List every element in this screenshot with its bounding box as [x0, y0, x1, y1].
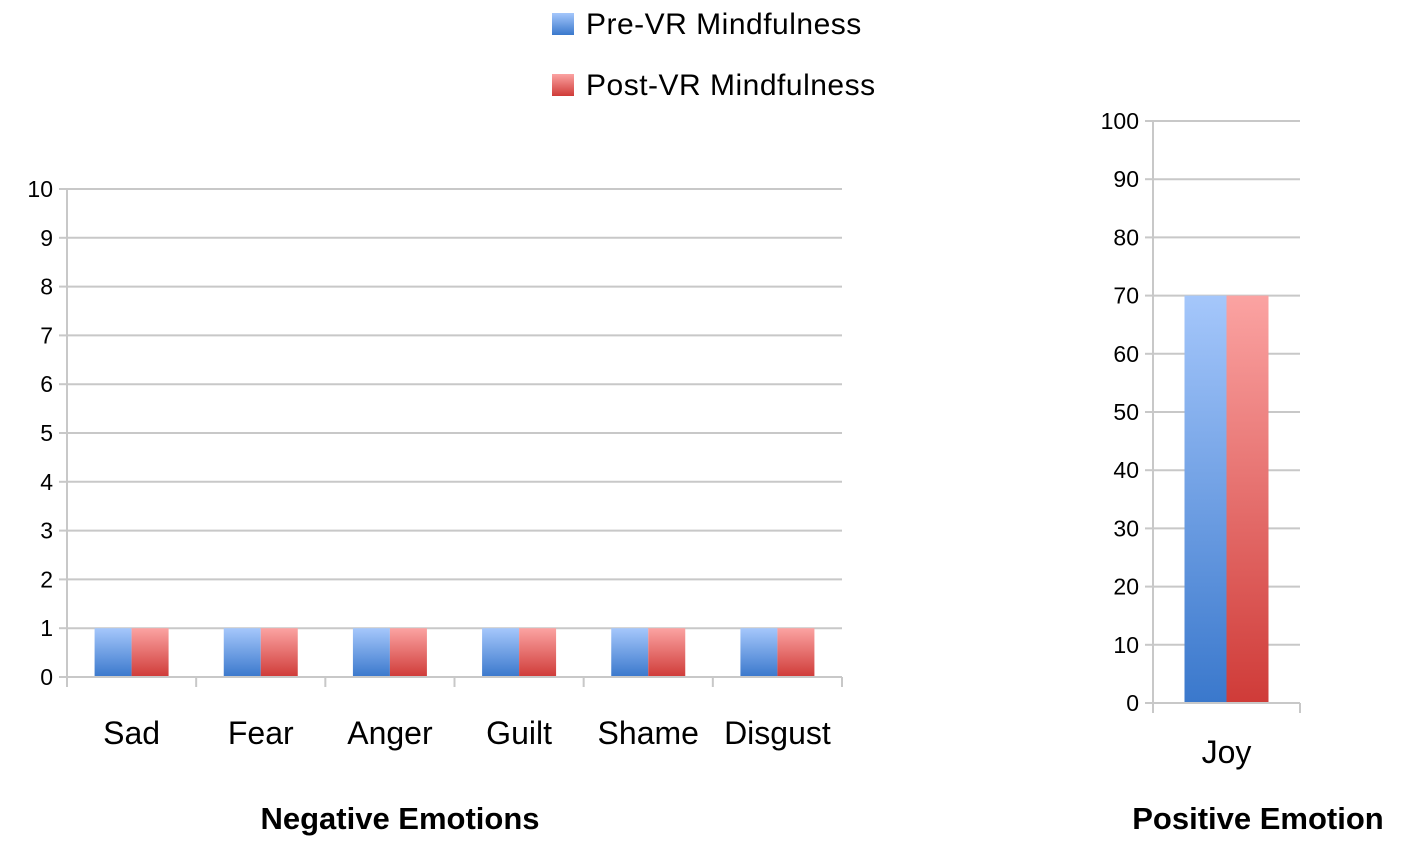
negative-category-label-shame: Shame	[598, 715, 699, 751]
negative-bar-anger-post	[389, 628, 427, 677]
negative-x-axis-title: Negative Emotions	[260, 801, 539, 836]
positive-y-tick-label: 20	[1113, 574, 1139, 600]
negative-category-labels: Sad Fear Anger Guilt Shame Disgust	[103, 715, 831, 751]
legend-item-pre: Pre-VR Mindfulness	[552, 8, 862, 41]
negative-bar-guilt-pre	[482, 628, 520, 677]
negative-y-tick-label: 3	[40, 518, 53, 544]
negative-category-label-disgust: Disgust	[724, 715, 831, 751]
negative-bar-disgust-pre	[740, 628, 778, 677]
positive-y-tick-label: 40	[1113, 457, 1139, 483]
negative-bar-guilt-post	[519, 628, 557, 677]
legend-item-post: Post-VR Mindfulness	[552, 69, 876, 102]
negative-y-tick-label: 8	[40, 274, 53, 300]
negative-bar-fear-post	[260, 628, 298, 677]
negative-y-tick-labels: 0 1 2 3 4 5 6 7 8 9 10	[27, 176, 53, 690]
positive-emotion-chart: 0 10 20 30 40 50 60 70 80 90 100 Joy Positive Emot…	[1101, 108, 1384, 836]
positive-y-tick-labels: 0 10 20 30 40 50 60 70 80 90 100	[1101, 108, 1139, 716]
negative-y-tick-label: 7	[40, 322, 53, 348]
negative-bar-anger-pre	[352, 628, 390, 677]
positive-bar-joy-post	[1226, 295, 1269, 703]
negative-category-label-sad: Sad	[103, 715, 160, 751]
legend: Pre-VR Mindfulness Post-VR Mindfulness	[552, 8, 876, 102]
negative-bar-sad-post	[131, 628, 169, 677]
negative-grid	[67, 188, 842, 630]
legend-label-post: Post-VR Mindfulness	[586, 69, 876, 102]
positive-category-labels: Joy	[1202, 734, 1252, 770]
negative-y-tick-label: 10	[27, 176, 53, 202]
negative-bars	[94, 628, 815, 677]
legend-swatch-pre	[552, 13, 574, 35]
positive-y-tick-label: 100	[1101, 108, 1139, 134]
positive-y-tick-label: 90	[1113, 166, 1139, 192]
positive-y-tick-label: 50	[1113, 399, 1139, 425]
negative-bar-shame-pre	[611, 628, 649, 677]
legend-label-pre: Pre-VR Mindfulness	[586, 8, 862, 41]
negative-emotions-chart: 0 1 2 3 4 5 6 7 8 9 10 Sad Fear Anger Guilt Shame Disgu…	[27, 176, 843, 836]
negative-bar-sad-pre	[94, 628, 132, 677]
negative-y-tick-label: 5	[40, 420, 53, 446]
negative-axes	[59, 188, 843, 687]
positive-y-tick-label: 80	[1113, 224, 1139, 250]
positive-axes	[1145, 120, 1301, 713]
positive-y-tick-label: 60	[1113, 341, 1139, 367]
negative-bar-shame-post	[648, 628, 686, 677]
negative-category-label-fear: Fear	[228, 715, 294, 751]
negative-bar-fear-pre	[223, 628, 261, 677]
negative-y-tick-label: 2	[40, 566, 53, 592]
negative-y-tick-label: 4	[40, 469, 53, 495]
legend-swatch-post	[552, 74, 574, 96]
positive-y-tick-label: 10	[1113, 632, 1139, 658]
positive-y-tick-label: 0	[1126, 690, 1139, 716]
positive-y-tick-label: 70	[1113, 283, 1139, 309]
negative-y-tick-label: 0	[40, 664, 53, 690]
negative-bar-disgust-post	[777, 628, 815, 677]
positive-x-axis-title: Positive Emotion	[1132, 801, 1383, 836]
negative-category-label-anger: Anger	[347, 715, 433, 751]
negative-y-tick-label: 6	[40, 371, 53, 397]
negative-y-tick-label: 1	[40, 615, 53, 641]
positive-category-label-joy: Joy	[1202, 734, 1252, 770]
positive-bars	[1184, 295, 1269, 703]
negative-category-label-guilt: Guilt	[486, 715, 552, 751]
negative-y-tick-label: 9	[40, 225, 53, 251]
positive-bar-joy-pre	[1184, 295, 1227, 703]
positive-y-tick-label: 30	[1113, 515, 1139, 541]
